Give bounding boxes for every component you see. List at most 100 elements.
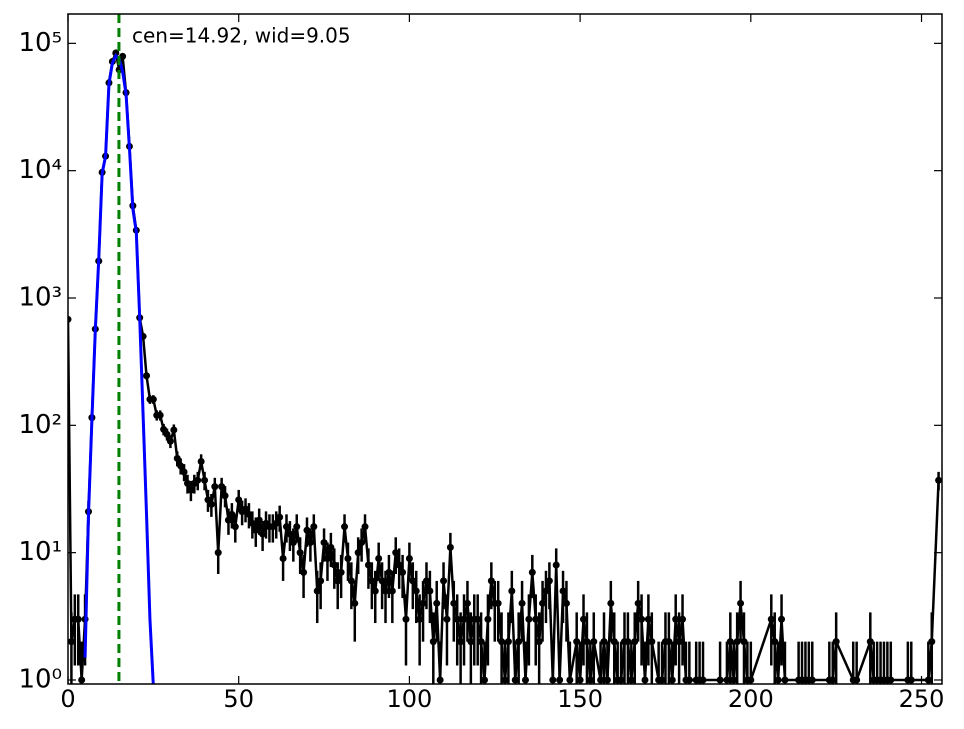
data-point bbox=[224, 516, 232, 524]
data-point bbox=[907, 676, 915, 684]
data-point bbox=[68, 315, 72, 323]
data-point bbox=[392, 549, 400, 557]
data-point bbox=[296, 549, 304, 557]
data-point bbox=[385, 568, 393, 576]
data-point bbox=[303, 526, 311, 534]
data-point bbox=[474, 615, 482, 623]
data-point bbox=[634, 599, 642, 607]
x-tick-label: 150 bbox=[557, 685, 603, 713]
data-point bbox=[419, 599, 427, 607]
data-point bbox=[382, 587, 390, 595]
data-point bbox=[337, 568, 345, 576]
data-point bbox=[163, 430, 171, 438]
data-point bbox=[552, 561, 560, 569]
data-point bbox=[586, 676, 594, 684]
data-point bbox=[583, 638, 591, 646]
data-point bbox=[248, 519, 256, 527]
data-point bbox=[78, 676, 86, 684]
data-point bbox=[354, 549, 362, 557]
data-point bbox=[668, 676, 676, 684]
y-tick-label: 10⁰ bbox=[18, 664, 62, 694]
data-point bbox=[562, 599, 570, 607]
data-point bbox=[440, 577, 448, 585]
data-point bbox=[272, 519, 280, 527]
data-point bbox=[658, 676, 666, 684]
data-point bbox=[723, 676, 731, 684]
data-point bbox=[539, 599, 547, 607]
data-point bbox=[603, 676, 611, 684]
data-point bbox=[402, 615, 410, 623]
data-point bbox=[306, 539, 314, 547]
data-point bbox=[648, 638, 656, 646]
data-point bbox=[320, 539, 328, 547]
data-point bbox=[549, 676, 557, 684]
data-point bbox=[460, 615, 468, 623]
data-point bbox=[556, 676, 564, 684]
data-point bbox=[501, 676, 509, 684]
data-point bbox=[375, 554, 383, 562]
data-point bbox=[641, 676, 649, 684]
data-point bbox=[221, 492, 229, 500]
data-point bbox=[467, 638, 475, 646]
x-tick-label: 0 bbox=[60, 685, 75, 713]
data-point bbox=[887, 676, 895, 684]
data-point bbox=[289, 539, 297, 547]
data-point bbox=[323, 554, 331, 562]
data-point bbox=[201, 476, 209, 484]
data-point bbox=[170, 426, 178, 434]
data-point bbox=[149, 395, 157, 403]
data-point bbox=[675, 638, 683, 646]
data-point bbox=[504, 638, 512, 646]
data-point bbox=[242, 505, 250, 513]
data-point bbox=[310, 523, 318, 531]
data-point bbox=[535, 638, 543, 646]
data-point bbox=[344, 554, 352, 562]
data-point bbox=[197, 457, 205, 465]
data-point bbox=[644, 615, 652, 623]
data-point bbox=[433, 599, 441, 607]
data-point bbox=[330, 561, 338, 569]
data-point bbox=[631, 638, 639, 646]
data-point bbox=[716, 676, 724, 684]
x-tick-label: 50 bbox=[223, 685, 254, 713]
data-point bbox=[443, 615, 451, 623]
data-point bbox=[361, 523, 369, 531]
data-point bbox=[207, 500, 215, 508]
data-point bbox=[685, 676, 693, 684]
data-point bbox=[542, 587, 550, 595]
data-point bbox=[255, 516, 263, 524]
data-point bbox=[935, 476, 942, 484]
y-tick-label: 10² bbox=[18, 410, 62, 440]
plot-area bbox=[68, 14, 942, 684]
data-point bbox=[832, 638, 840, 646]
data-point bbox=[607, 599, 615, 607]
data-point bbox=[119, 52, 127, 60]
data-line bbox=[68, 48, 940, 682]
data-point bbox=[156, 411, 164, 419]
data-point bbox=[245, 510, 253, 518]
y-tick-label: 10¹ bbox=[18, 537, 62, 567]
data-point bbox=[808, 676, 816, 684]
data-point bbox=[665, 638, 673, 646]
data-point bbox=[515, 638, 523, 646]
data-point bbox=[235, 496, 243, 504]
data-point bbox=[672, 615, 680, 623]
data-point bbox=[733, 638, 741, 646]
data-point bbox=[228, 510, 236, 518]
data-point bbox=[187, 486, 195, 494]
data-point bbox=[511, 676, 519, 684]
data-point bbox=[347, 577, 355, 585]
data-point bbox=[457, 638, 465, 646]
data-point bbox=[853, 676, 861, 684]
x-tick-label: 100 bbox=[387, 685, 433, 713]
data-point bbox=[279, 554, 287, 562]
data-point bbox=[399, 568, 407, 576]
data-point bbox=[774, 676, 782, 684]
data-point bbox=[395, 561, 403, 569]
data-point bbox=[218, 483, 226, 491]
data-point bbox=[866, 638, 874, 646]
data-point bbox=[829, 676, 837, 684]
data-point bbox=[143, 372, 151, 380]
data-point bbox=[446, 543, 454, 551]
